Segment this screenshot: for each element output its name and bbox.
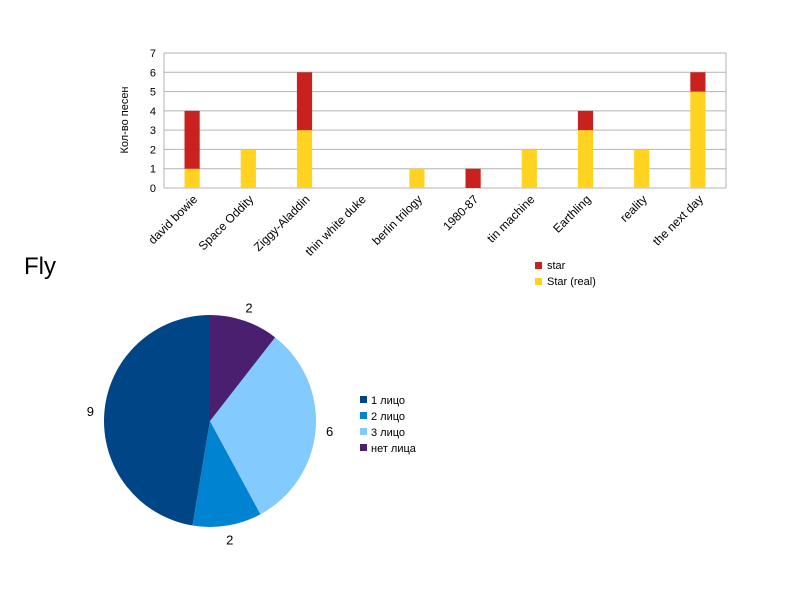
bar-segment <box>296 72 313 131</box>
bar-legend-label: star <box>547 260 566 272</box>
bar-segment <box>577 110 594 131</box>
bar-category-label: the next day <box>650 192 706 248</box>
bar-y-tick-label: 2 <box>150 144 156 156</box>
bar-segment <box>296 130 313 188</box>
pie-legend-swatch <box>360 412 367 419</box>
bar-y-tick-label: 0 <box>150 183 156 195</box>
bar-segment <box>184 110 200 169</box>
pie-value-label: 9 <box>87 404 94 419</box>
bar-y-tick-label: 3 <box>150 125 156 137</box>
pie-chart: 9 2 6 2 1 лицо 2 лицо 3 лицо нет лица <box>87 301 417 548</box>
bar-y-tick-label: 7 <box>150 48 156 60</box>
bar-y-tick-label: 1 <box>150 164 156 176</box>
bar-segment <box>634 149 650 188</box>
bar-y-tick-label: 6 <box>150 67 156 79</box>
bar-y-tick-label: 5 <box>150 87 156 99</box>
pie-slice <box>210 337 316 515</box>
pie-legend: 1 лицо 2 лицо 3 лицо нет лица <box>360 395 417 455</box>
bar-legend-swatch <box>535 262 542 269</box>
bar-y-tick-labels: 0 1 2 3 4 5 6 7 <box>150 48 156 195</box>
bar-legend-label: Star (real) <box>547 276 596 288</box>
pie-legend-label: 2 лицо <box>371 411 405 423</box>
bar-bars <box>184 72 706 188</box>
bar-segment <box>184 168 200 188</box>
pie-slice <box>103 315 210 526</box>
pie-value-label: 2 <box>245 301 252 316</box>
bar-category-label: Space Oddity <box>196 192 257 253</box>
pie-slice <box>210 315 276 421</box>
bar-y-tick-label: 4 <box>150 106 156 118</box>
pie-value-labels: 9 2 6 2 <box>87 301 333 548</box>
bar-segment <box>465 168 481 188</box>
bar-category-label: Ziggy-Aladdin <box>251 192 313 254</box>
pie-legend-swatch <box>360 428 367 435</box>
pie-value-label: 6 <box>326 424 333 439</box>
bar-category-label: david bowie <box>146 192 201 247</box>
pie-legend-label: нет лица <box>371 443 417 455</box>
bar-segment <box>240 149 256 188</box>
pie-legend-swatch <box>360 396 367 403</box>
bar-category-label: 1980-87 <box>440 192 481 233</box>
bar-segment <box>690 72 706 92</box>
pie-legend-label: 3 лицо <box>371 427 405 439</box>
pie-legend-swatch <box>360 444 367 451</box>
bar-legend-swatch <box>535 278 542 285</box>
bar-category-label: reality <box>617 192 650 225</box>
bar-gridlines <box>163 52 727 189</box>
section-title: Fly <box>24 253 56 280</box>
bar-segment <box>690 91 706 188</box>
bar-category-label: tin machine <box>484 192 538 246</box>
pie-legend-label: 1 лицо <box>371 395 405 407</box>
bar-segment <box>409 168 425 188</box>
bar-category-label: berlin trilogy <box>369 192 425 248</box>
bar-y-axis-label: Кол-во песен <box>119 86 131 153</box>
bar-category-label: Earthling <box>550 192 593 235</box>
pie-value-label: 2 <box>226 532 233 547</box>
pie-slices <box>103 315 316 528</box>
bar-legend: star Star (real) <box>535 260 596 288</box>
bar-segment <box>521 149 537 188</box>
bar-segment <box>577 130 594 188</box>
pie-slice <box>192 421 261 528</box>
